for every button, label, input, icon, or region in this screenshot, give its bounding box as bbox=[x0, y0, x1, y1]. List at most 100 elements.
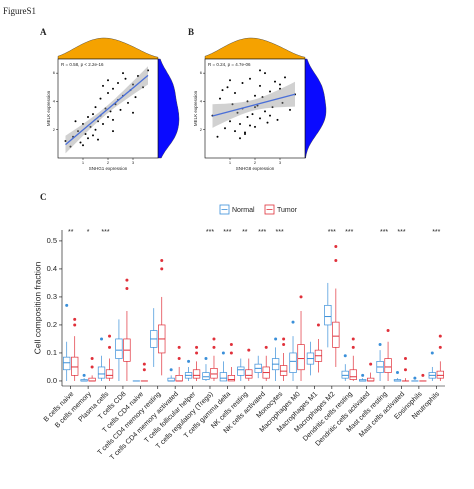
point bbox=[224, 127, 226, 130]
y-axis-title: Cell composition fraction bbox=[32, 261, 42, 354]
outlier bbox=[160, 259, 164, 263]
outlier bbox=[299, 295, 303, 299]
box bbox=[279, 365, 288, 376]
y-tick-label: 2 bbox=[53, 127, 56, 132]
box bbox=[63, 356, 71, 371]
y-tick-label: 0.5 bbox=[47, 236, 57, 245]
outlier bbox=[212, 345, 216, 349]
point bbox=[251, 113, 254, 116]
point bbox=[289, 108, 291, 111]
outlier bbox=[369, 362, 373, 366]
outlier bbox=[421, 373, 425, 377]
y-tick-label: 0.3 bbox=[47, 292, 57, 301]
box bbox=[349, 369, 357, 380]
outlier bbox=[378, 343, 382, 347]
point bbox=[77, 130, 79, 133]
point bbox=[249, 124, 251, 127]
y-tick-label: 4 bbox=[200, 98, 203, 103]
point bbox=[94, 128, 97, 131]
outlier bbox=[438, 345, 442, 349]
point bbox=[82, 123, 84, 126]
point bbox=[112, 87, 114, 90]
point bbox=[229, 120, 231, 123]
x-tick-label: 3 bbox=[132, 160, 135, 165]
outlier bbox=[343, 354, 347, 358]
outlier bbox=[221, 351, 225, 355]
point bbox=[269, 90, 271, 93]
y-tick-label: 0.0 bbox=[47, 376, 57, 385]
point bbox=[99, 97, 102, 100]
point bbox=[69, 145, 72, 148]
box bbox=[324, 304, 332, 326]
point bbox=[117, 82, 119, 85]
point bbox=[94, 106, 97, 109]
point bbox=[127, 101, 129, 104]
outlier bbox=[282, 337, 286, 341]
outlier bbox=[125, 287, 129, 291]
significance-label: ** bbox=[242, 229, 248, 236]
outlier bbox=[73, 317, 77, 321]
top-density bbox=[57, 37, 159, 60]
outlier bbox=[282, 343, 286, 347]
box bbox=[436, 370, 444, 379]
point bbox=[137, 74, 139, 77]
y-tick-label: 2 bbox=[200, 127, 203, 132]
point bbox=[107, 79, 109, 82]
box bbox=[219, 372, 228, 382]
point bbox=[134, 96, 137, 99]
point bbox=[246, 100, 249, 103]
outlier bbox=[195, 345, 199, 349]
point bbox=[256, 104, 259, 107]
point bbox=[132, 111, 134, 114]
point bbox=[266, 121, 269, 124]
point bbox=[92, 113, 94, 116]
panel-label: B bbox=[188, 27, 194, 37]
point bbox=[147, 69, 149, 72]
point bbox=[244, 131, 246, 134]
outlier bbox=[291, 320, 295, 324]
outlier bbox=[430, 351, 434, 355]
point bbox=[104, 107, 107, 110]
box bbox=[175, 375, 183, 382]
outlier bbox=[177, 357, 181, 361]
significance-label: *** bbox=[432, 229, 440, 236]
point bbox=[229, 79, 231, 82]
x-tick-label: 2 bbox=[107, 160, 110, 165]
point bbox=[279, 87, 281, 90]
box bbox=[227, 375, 236, 382]
point bbox=[87, 115, 89, 118]
fit-line bbox=[212, 93, 296, 117]
box bbox=[115, 338, 123, 359]
point bbox=[264, 72, 266, 75]
point bbox=[234, 130, 236, 133]
point bbox=[97, 120, 99, 123]
significance-label: *** bbox=[276, 229, 284, 236]
point bbox=[249, 77, 251, 80]
point bbox=[259, 84, 261, 87]
annotation: R = 0.58, p < 2.2e-16 bbox=[61, 62, 104, 67]
outlier bbox=[334, 245, 338, 249]
y-tick-label: 6 bbox=[53, 70, 56, 75]
significance-label: ** bbox=[68, 229, 74, 236]
point bbox=[239, 137, 241, 140]
significance-label: * bbox=[87, 229, 90, 236]
point bbox=[87, 137, 89, 140]
outlier bbox=[438, 334, 442, 338]
x-tick-label: 1 bbox=[229, 160, 232, 165]
box bbox=[71, 356, 79, 376]
point bbox=[142, 86, 144, 89]
point bbox=[79, 141, 82, 144]
outlier bbox=[413, 376, 417, 380]
outlier bbox=[73, 323, 77, 327]
point bbox=[284, 76, 286, 79]
box bbox=[384, 358, 392, 373]
outlier bbox=[142, 362, 146, 366]
x-tick-label: 2 bbox=[254, 160, 257, 165]
outlier bbox=[65, 303, 69, 307]
outlier bbox=[90, 365, 94, 369]
figure-label: FigureS1 bbox=[3, 6, 36, 16]
x-tick-label: 1 bbox=[82, 160, 85, 165]
box bbox=[97, 366, 106, 379]
point bbox=[124, 77, 127, 80]
panel-label: C bbox=[40, 192, 47, 202]
